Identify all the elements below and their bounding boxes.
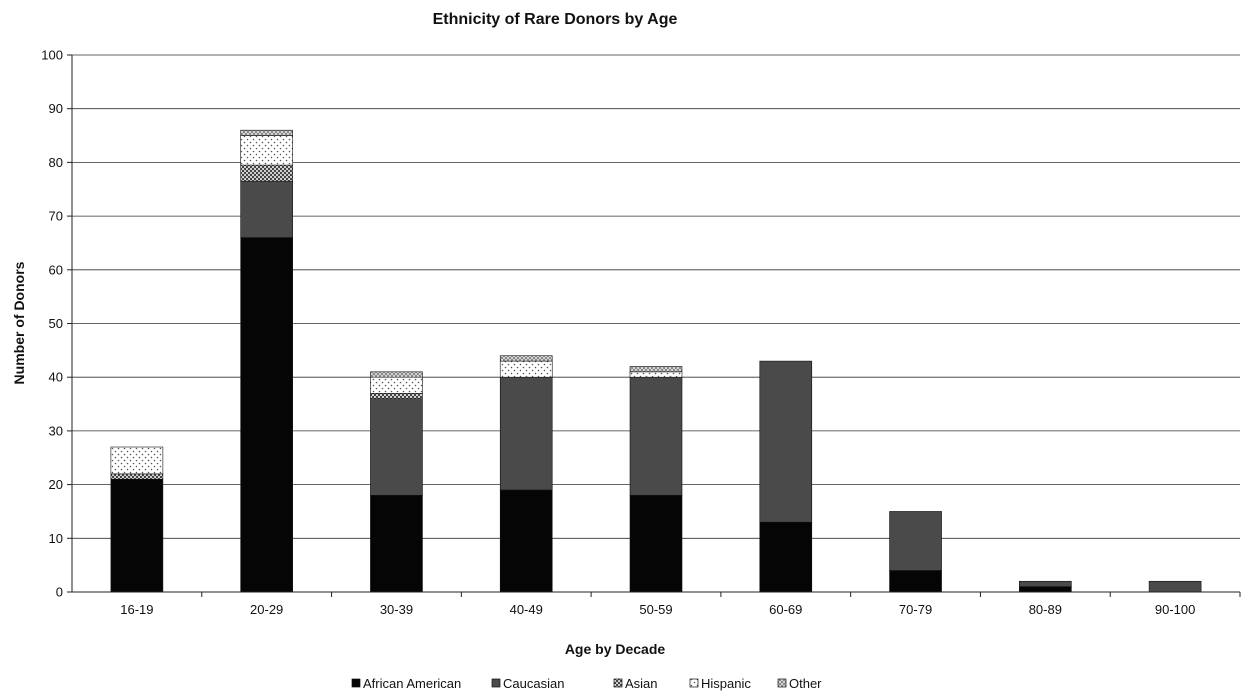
bar-segment-african-american (499, 489, 553, 593)
bar-segment-hispanic (240, 135, 293, 166)
x-tick-label: 16-19 (120, 602, 153, 617)
y-tick-label: 100 (41, 48, 63, 63)
y-tick-label: 70 (49, 209, 63, 224)
bar-segment-hispanic (370, 376, 423, 394)
legend-label: Hispanic (701, 676, 751, 691)
bar-segment-african-american (629, 495, 683, 593)
legend-item: African American (351, 676, 461, 691)
y-tick-label: 90 (49, 101, 63, 116)
legend-swatch (777, 678, 787, 688)
chart-title: Ethnicity of Rare Donors by Age (433, 11, 678, 28)
y-axis-ticks: 0 10 20 30 40 50 60 70 80 90 100 (41, 48, 72, 600)
x-tick-label: 40-49 (510, 602, 543, 617)
bar-segment-hispanic (629, 371, 683, 378)
bar-segment-hispanic (499, 360, 553, 378)
bar-segment-asian (110, 473, 164, 480)
legend-item: Hispanic (689, 676, 751, 691)
bar-segment-african-american (889, 570, 942, 593)
bar-segment-other (629, 366, 683, 373)
bar-segment-caucasian (1148, 580, 1202, 593)
bar-segment-other (499, 355, 553, 362)
legend-label: Other (789, 676, 822, 691)
y-tick-label: 40 (49, 370, 63, 385)
bar-segment-caucasian (629, 376, 683, 496)
legend: African American Caucasian Asian Hispanic Ot… (351, 676, 822, 691)
x-tick-label: 50-59 (639, 602, 672, 617)
x-axis-ticks: 16-19 20-29 30-39 40-49 50-59 60-69 70-79 80-89… (120, 592, 1241, 617)
bar-segment-caucasian (240, 180, 293, 238)
bar-segment-caucasian (499, 376, 553, 491)
legend-label: African American (363, 676, 461, 691)
bars-group (110, 129, 1202, 593)
bar-segment-african-american (370, 495, 423, 593)
bar-segment-caucasian (370, 398, 423, 496)
bar-segment-caucasian (889, 511, 942, 571)
legend-item: Asian (613, 676, 658, 691)
x-axis-title: Age by Decade (565, 641, 666, 657)
x-tick-label: 80-89 (1029, 602, 1062, 617)
bar-segment-african-american (1019, 586, 1072, 593)
y-axis-title: Number of Donors (11, 261, 27, 384)
legend-swatch (613, 678, 623, 688)
legend-label: Caucasian (503, 676, 564, 691)
x-tick-label: 30-39 (380, 602, 413, 617)
legend-swatch (689, 678, 699, 688)
y-tick-label: 50 (49, 316, 63, 331)
bar-segment-other (370, 371, 423, 378)
bar-segment-asian (240, 164, 293, 182)
bar-segment-african-american (240, 237, 293, 593)
bar-segment-african-american (110, 478, 164, 593)
bar-segment-other (240, 129, 293, 136)
x-tick-label: 70-79 (899, 602, 932, 617)
bar-segment-asian (370, 393, 423, 399)
x-tick-label: 90-100 (1155, 602, 1195, 617)
y-tick-label: 20 (49, 477, 63, 492)
y-tick-label: 30 (49, 423, 63, 438)
y-tick-label: 10 (49, 531, 63, 546)
legend-item: Caucasian (491, 676, 564, 691)
y-tick-label: 0 (56, 585, 63, 600)
legend-label: Asian (625, 676, 658, 691)
y-tick-label: 60 (49, 262, 63, 277)
legend-swatch (351, 678, 361, 688)
bar-segment-caucasian (1019, 580, 1072, 587)
y-tick-label: 80 (49, 155, 63, 170)
bar-segment-african-american (759, 521, 813, 593)
x-tick-label: 20-29 (250, 602, 283, 617)
legend-swatch (491, 678, 501, 688)
legend-item: Other (777, 676, 822, 691)
bar-segment-caucasian (759, 360, 813, 523)
x-tick-label: 60-69 (769, 602, 802, 617)
bar-segment-hispanic (110, 446, 164, 475)
